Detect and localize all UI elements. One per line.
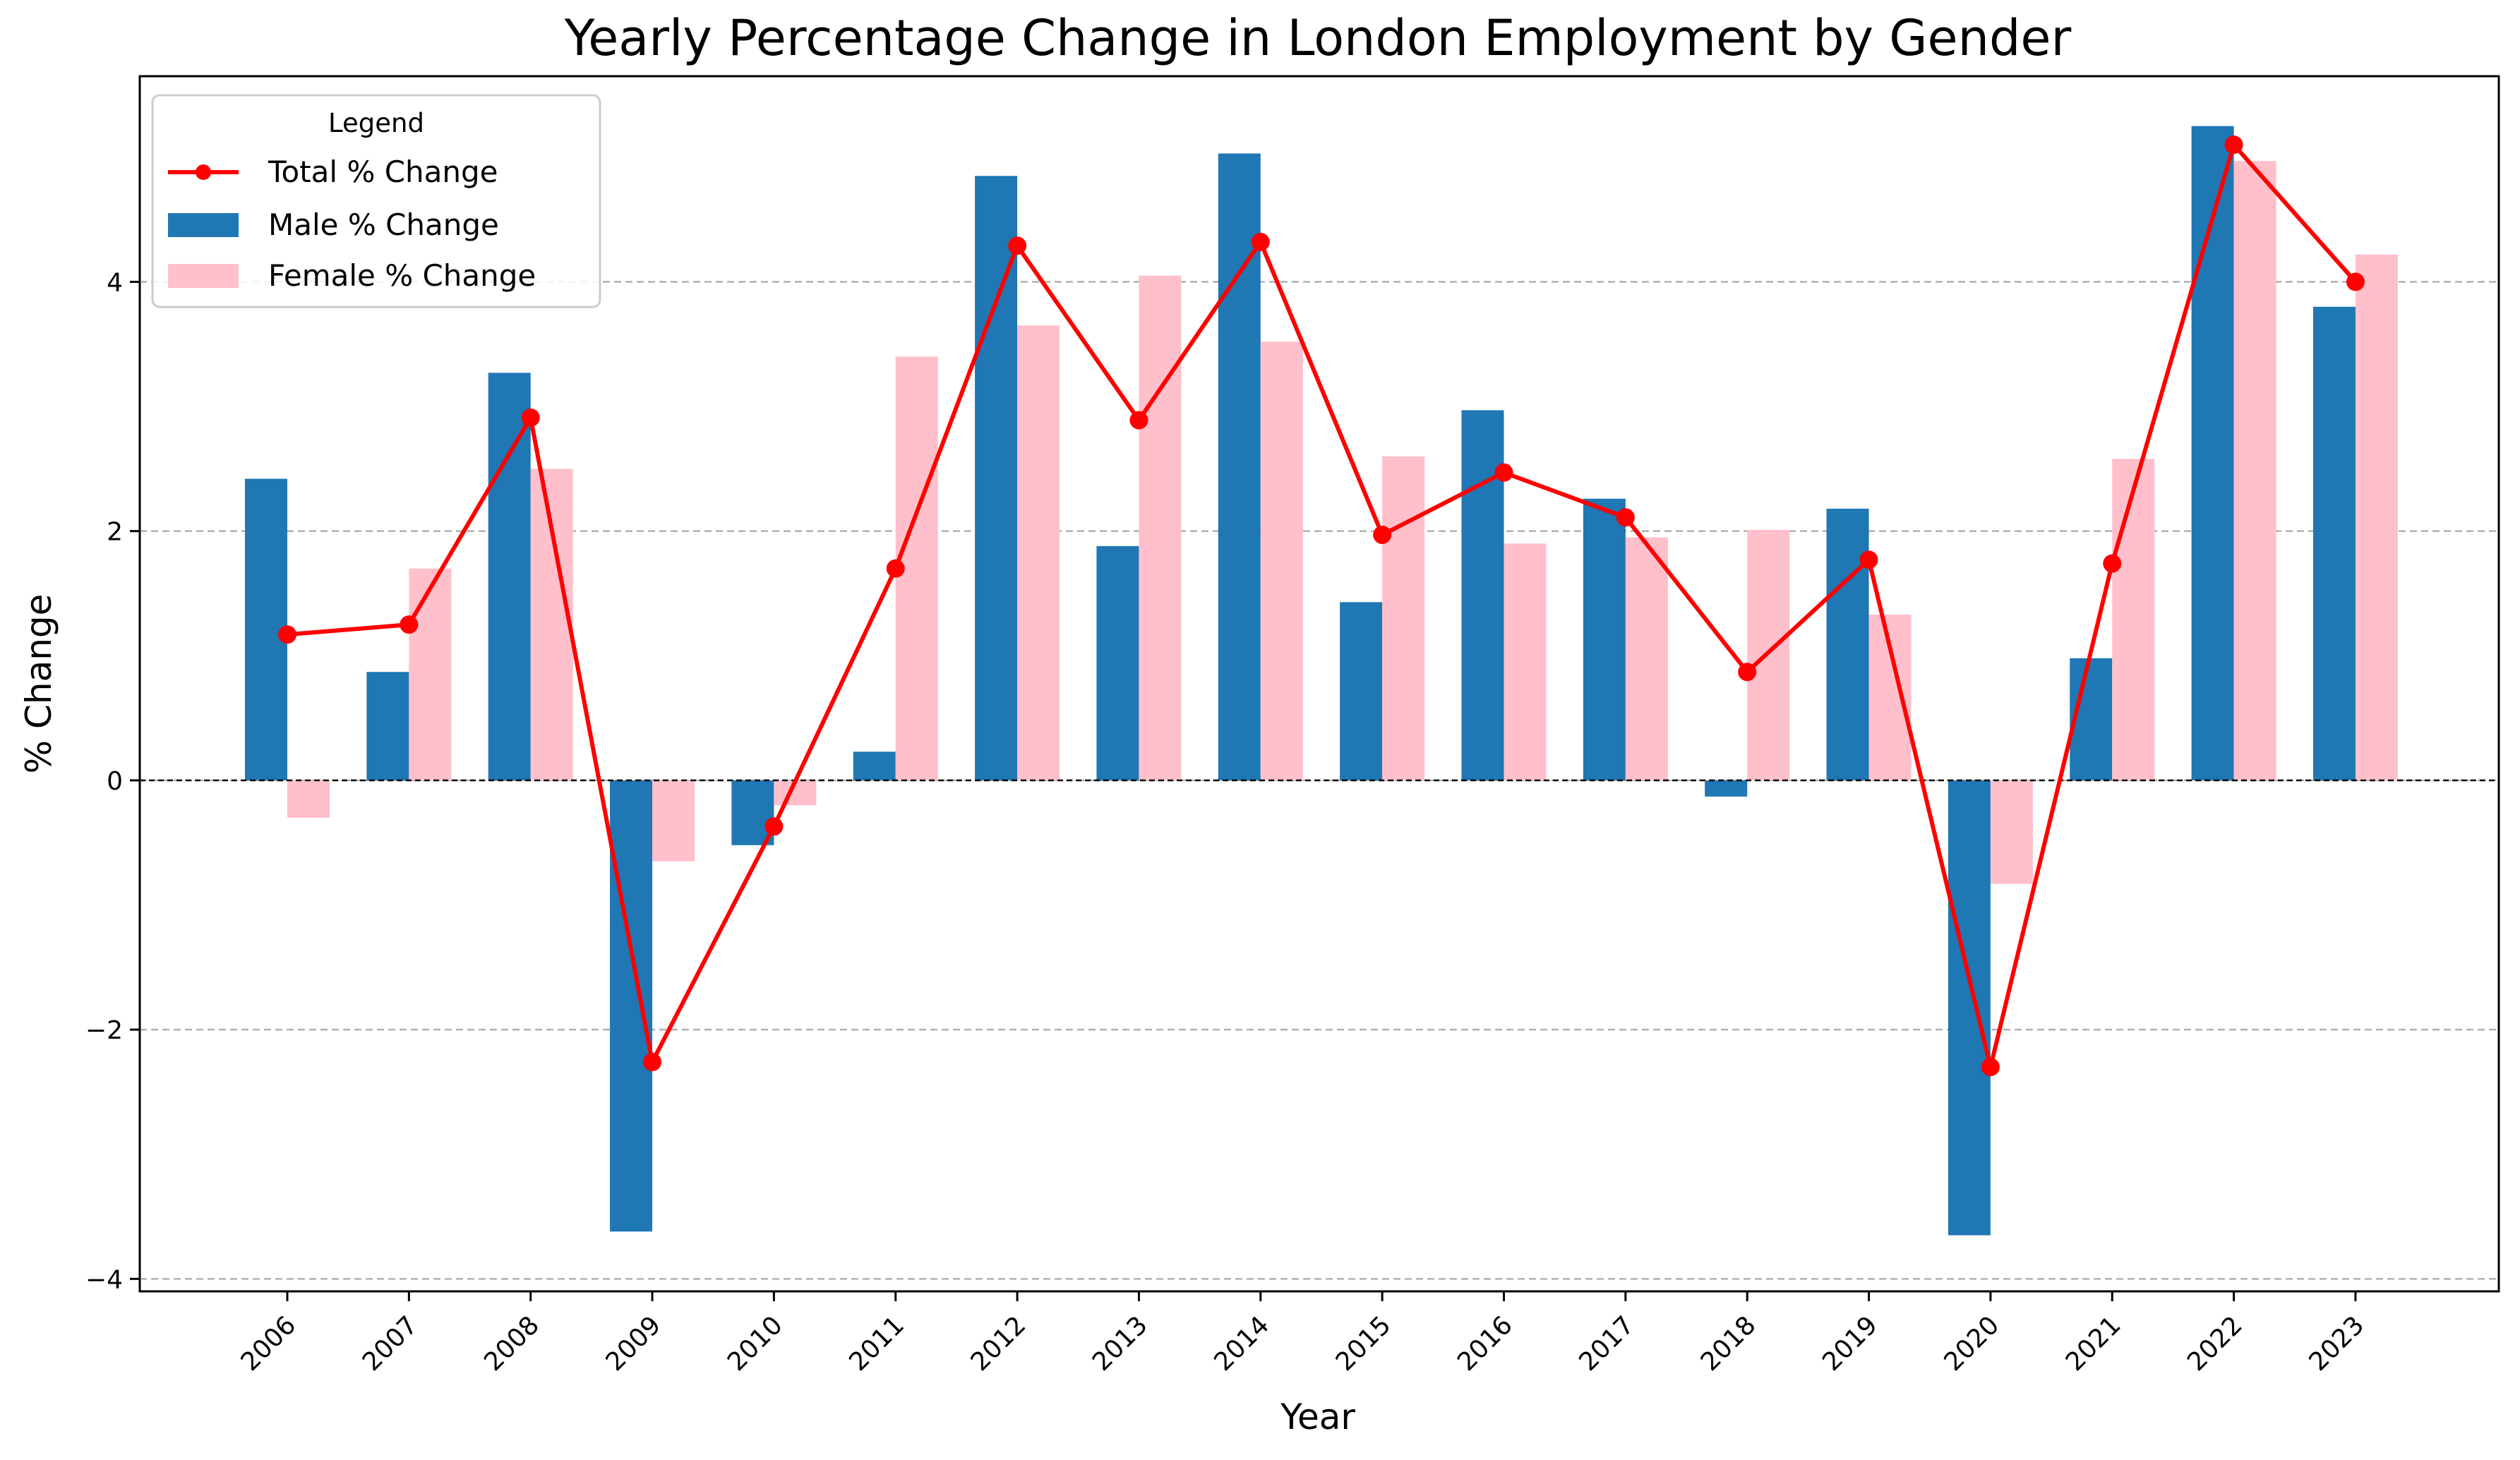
bar-male [1461, 410, 1504, 780]
legend-label-male: Male % Change [268, 207, 499, 242]
y-tick-label: −4 [85, 1265, 123, 1294]
y-axis-label: % Change [18, 594, 59, 774]
bar-male [2070, 658, 2113, 780]
bar-male [1948, 780, 1991, 1236]
total-change-point [1981, 1058, 2000, 1077]
y-tick-label: 2 [107, 518, 123, 547]
bar-male [1826, 508, 1869, 780]
bar-male [853, 752, 896, 780]
bar-female [1990, 780, 2033, 884]
total-change-point [278, 625, 296, 644]
bar-female [2112, 459, 2155, 780]
y-tick-label: 0 [107, 767, 123, 796]
legend-label-total: Total % Change [268, 155, 498, 189]
bar-male [975, 176, 1018, 780]
total-change-point [1008, 236, 1027, 255]
bar-male [1340, 602, 1383, 780]
bar-female [1504, 543, 1547, 780]
bar-male [1096, 545, 1139, 780]
total-change-point [2346, 272, 2365, 291]
bar-female [2233, 161, 2276, 780]
total-change-point [2103, 554, 2122, 573]
bar-female [652, 780, 695, 862]
legend-marker-total [196, 164, 211, 180]
total-change-point [2224, 135, 2243, 155]
bar-male [2191, 126, 2234, 780]
x-axis-label: Year [1280, 1396, 1355, 1437]
bar-female [530, 469, 573, 780]
total-change-point [521, 408, 540, 427]
bar-male [1705, 780, 1748, 797]
bar-male [610, 780, 653, 1232]
bar-group [245, 126, 2398, 1236]
legend-swatch-male [168, 213, 239, 237]
bar-male [2312, 306, 2356, 780]
legend: Legend Total % Change Male % Change Fema… [151, 94, 601, 308]
y-tick-label: −2 [85, 1016, 123, 1045]
total-change-point [1494, 463, 1513, 482]
total-change-point [1129, 411, 1148, 430]
total-change-points [278, 135, 2365, 1077]
total-line-group [287, 143, 2358, 1070]
legend-swatch-female [168, 264, 239, 288]
total-change-point [886, 559, 905, 578]
bar-female [1625, 537, 1668, 780]
bar-male [1583, 498, 1626, 780]
chart-title: Yearly Percentage Change in London Emplo… [564, 9, 2072, 67]
bar-female [409, 568, 452, 780]
y-axis-ticks: 4 2 0 −2 −4 [85, 268, 140, 1294]
plot-frame [138, 75, 2500, 1293]
total-change-point [1373, 525, 1392, 544]
bar-male [1218, 153, 1261, 780]
total-change-point [764, 817, 784, 836]
bar-female [1382, 456, 1425, 780]
total-change-point [1859, 550, 1878, 569]
bar-male [731, 780, 774, 845]
legend-title: Legend [328, 108, 424, 138]
total-change-point [643, 1053, 662, 1072]
bar-female [287, 780, 330, 818]
y-tick-label: 4 [107, 268, 123, 297]
total-change-line [287, 143, 2358, 1070]
legend-label-female: Female % Change [268, 258, 536, 293]
bar-male [366, 672, 409, 780]
total-change-point [400, 615, 419, 634]
total-change-point [1616, 508, 1635, 527]
legend-frame [151, 94, 601, 308]
bar-female [1139, 275, 1182, 780]
bar-female [1017, 325, 1060, 780]
bar-female [1260, 342, 1303, 780]
bar-female [2355, 254, 2398, 780]
bar-male [488, 373, 531, 780]
total-change-point [1738, 663, 1757, 682]
total-change-point [1251, 232, 1270, 251]
